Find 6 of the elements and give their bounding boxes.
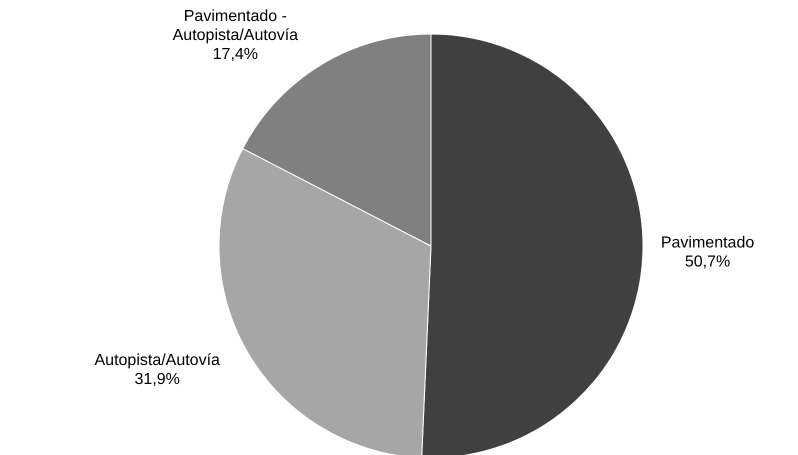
slice-label: Pavimentado - Autopista/Autovía	[172, 8, 298, 44]
data-label: 31,9%	[134, 371, 180, 388]
slice-label: Autopista/Autovía	[94, 352, 220, 370]
data-label: 17,4%	[212, 46, 258, 63]
slice-label: Pavimentado	[660, 234, 754, 252]
data-label: 50,7%	[684, 253, 730, 270]
